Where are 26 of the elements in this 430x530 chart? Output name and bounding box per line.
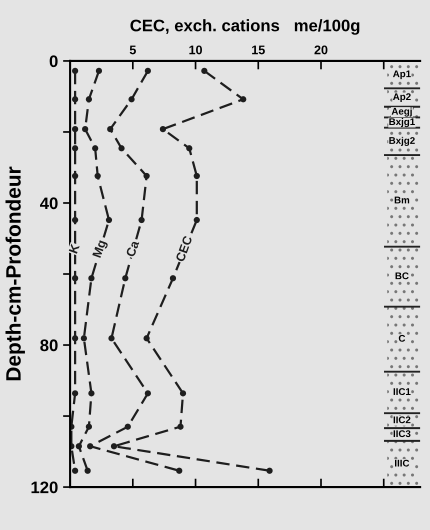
band-label: IIC3 <box>394 430 410 438</box>
x-tick-label: 15 <box>252 46 265 54</box>
band-label: C <box>398 334 406 342</box>
band-label: Ap1 <box>392 70 411 80</box>
text: CEC <box>175 235 192 262</box>
y-axis-title: Depth-cm-Profondeur <box>6 166 25 380</box>
y-tick-label: 0 <box>50 55 58 68</box>
x-tick-label: 20 <box>314 45 328 54</box>
text: Ca <box>126 240 140 258</box>
band-label: IIC1 <box>394 388 411 396</box>
band-label: IIC2 <box>394 416 410 424</box>
y-tick-label: 40 <box>40 197 58 210</box>
band-label: Bxjg1 <box>389 118 415 128</box>
text: Mg <box>92 240 108 259</box>
x-tick-label: 5 <box>130 46 136 54</box>
band-label: Bxjg2 <box>389 136 415 146</box>
y-tick-label: 120 <box>32 481 58 494</box>
text: K <box>68 243 80 254</box>
x-tick-label: 10 <box>189 45 202 54</box>
band-label: Aegj <box>392 108 412 117</box>
band-label: Bm <box>394 196 410 204</box>
band-label: BC <box>396 272 409 280</box>
x-axis-title: CEC, exch. cations me/100g <box>130 19 360 35</box>
y-tick-label: 80 <box>40 339 58 352</box>
band-label: IIIC <box>395 460 410 467</box>
band-label: Ap2 <box>392 93 411 102</box>
